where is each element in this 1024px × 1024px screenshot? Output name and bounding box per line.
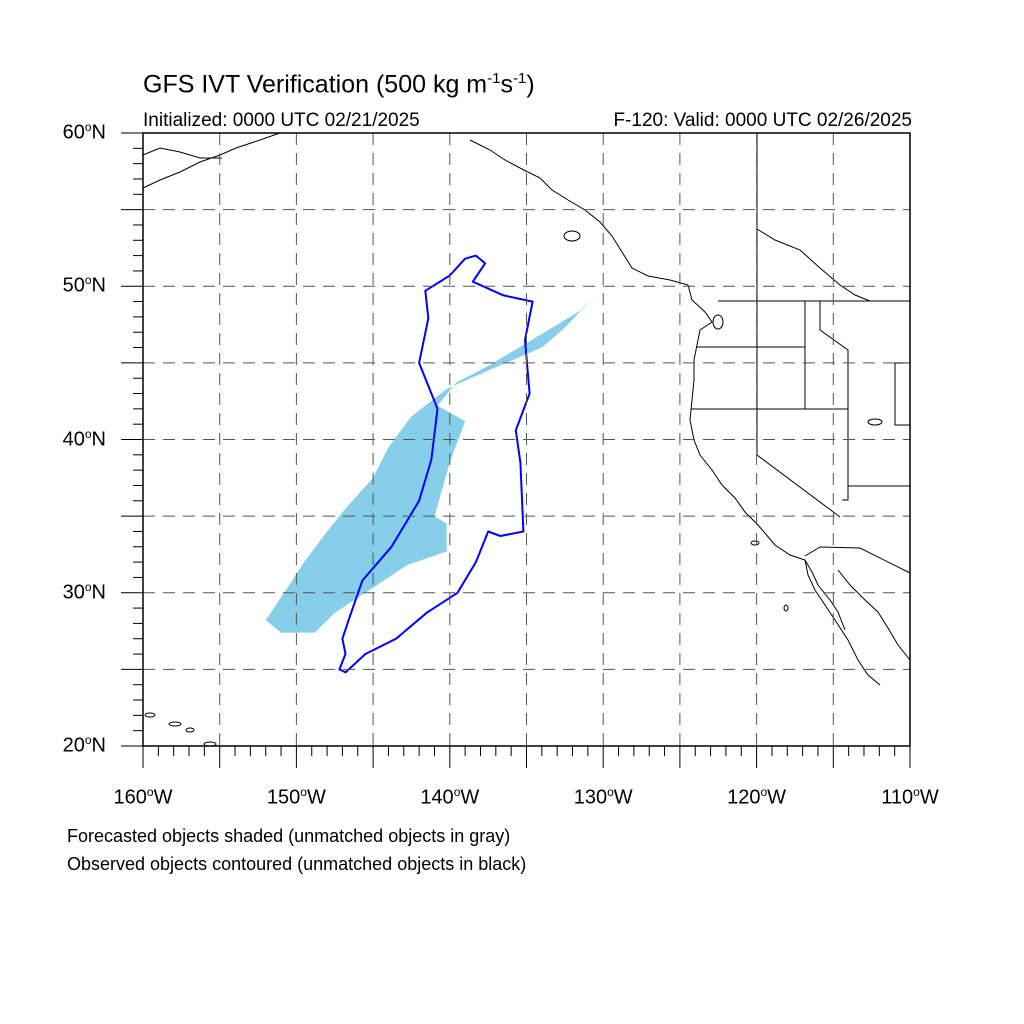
border-12 — [756, 228, 871, 302]
lon-label: 120oW — [727, 785, 787, 809]
island-5 — [563, 230, 581, 242]
lon-label: 140oW — [420, 785, 480, 809]
coastline-1 — [469, 139, 689, 286]
island-8 — [783, 604, 789, 612]
border-6 — [819, 301, 849, 409]
lon-label: 150oW — [266, 785, 326, 809]
lon-label: 130oW — [573, 785, 633, 809]
lon-label: 110oW — [881, 785, 939, 809]
lat-label: 40oN — [62, 426, 106, 451]
valid-time: F-120: Valid: 0000 UTC 02/26/2025 — [613, 110, 912, 131]
border-5 — [756, 133, 841, 518]
lat-label: 20oN — [62, 733, 106, 757]
initialized-time: Initialized: 0000 UTC 02/21/2025 — [143, 110, 420, 131]
lat-label: 30oN — [62, 579, 106, 604]
observed-legend-note: Observed objects contoured (unmatched ob… — [67, 854, 527, 874]
border-11 — [804, 546, 821, 557]
border-7 — [842, 409, 849, 501]
island-9 — [750, 540, 760, 546]
coastline-2 — [687, 284, 846, 631]
coastline-4 — [837, 569, 911, 661]
lat-label: 60oN — [62, 120, 106, 144]
border-10 — [819, 546, 911, 574]
island-2 — [168, 721, 182, 727]
island-3 — [185, 727, 195, 733]
island-7 — [867, 418, 883, 426]
island-1 — [144, 712, 156, 718]
coastline-3 — [804, 559, 881, 686]
border-9 — [894, 362, 911, 426]
island-6 — [712, 314, 724, 330]
coastline-5 — [142, 132, 281, 189]
forecast-legend-note: Forecasted objects shaded (unmatched obj… — [67, 826, 511, 846]
lon-label: 160oW — [113, 785, 173, 809]
map-title: GFS IVT Verification (500 kg m-1s-1) — [143, 70, 535, 99]
lat-label: 50oN — [62, 273, 106, 297]
coastline-6 — [142, 147, 222, 159]
